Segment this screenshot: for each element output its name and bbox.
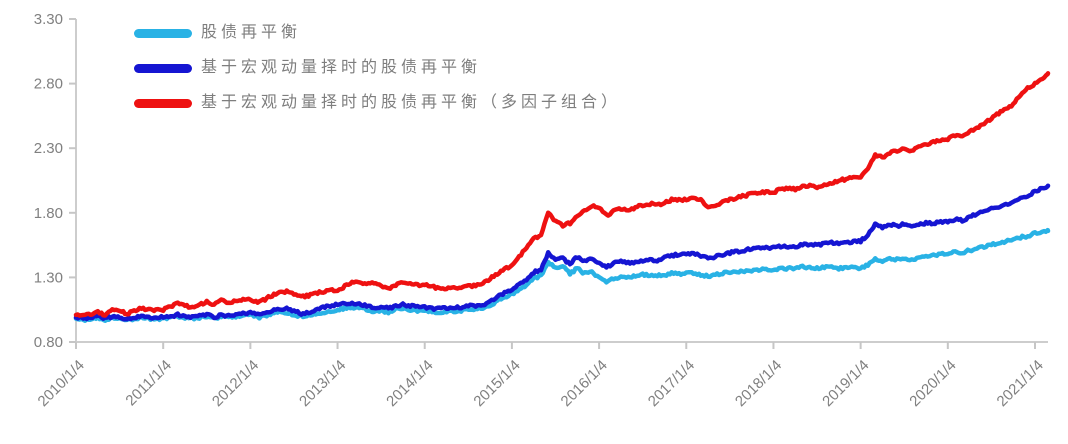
- y-tick-label: 3.30: [34, 11, 63, 28]
- x-tick-label: 2013/1/4: [296, 357, 349, 410]
- series-line-1: [73, 183, 1051, 322]
- x-tick-label: 2019/1/4: [819, 357, 872, 410]
- x-tick-label: 2012/1/4: [209, 357, 262, 410]
- y-tick-label: 2.30: [34, 140, 63, 157]
- series-line-0: [73, 227, 1051, 323]
- x-tick-label: 2011/1/4: [122, 357, 175, 410]
- legend-item-multifactor: 基于宏观动量择时的股债再平衡（多因子组合）: [134, 92, 621, 114]
- y-tick-label: 0.80: [34, 334, 63, 351]
- y-tick-label: 1.80: [34, 205, 63, 222]
- y-tick-label: 1.30: [34, 269, 63, 286]
- legend-label-rebalance: 股债再平衡: [201, 24, 302, 41]
- legend-label-macro-momentum: 基于宏观动量择时的股债再平衡: [201, 59, 482, 76]
- x-tick-label: 2010/1/4: [35, 357, 88, 410]
- y-tick-label: 2.80: [34, 76, 63, 93]
- series-line-2: [73, 71, 1051, 318]
- legend-item-macro-momentum: 基于宏观动量择时的股债再平衡: [134, 57, 621, 79]
- legend-item-rebalance: 股债再平衡: [134, 22, 621, 44]
- legend-swatch-blue: [134, 63, 192, 73]
- x-tick-label: 2018/1/4: [732, 357, 785, 410]
- legend-swatch-cyan: [134, 28, 192, 38]
- x-tick-label: 2016/1/4: [558, 357, 611, 410]
- x-tick-label: 2021/1/4: [994, 357, 1047, 410]
- legend-label-multifactor: 基于宏观动量择时的股债再平衡（多因子组合）: [201, 94, 622, 111]
- x-tick-label: 2020/1/4: [906, 357, 959, 410]
- x-tick-label: 2015/1/4: [470, 357, 523, 410]
- x-tick-label: 2014/1/4: [383, 357, 436, 410]
- chart-legend: 股债再平衡 基于宏观动量择时的股债再平衡 基于宏观动量择时的股债再平衡（多因子组…: [134, 22, 621, 114]
- x-tick-label: 2017/1/4: [645, 357, 698, 410]
- legend-swatch-red: [134, 98, 192, 108]
